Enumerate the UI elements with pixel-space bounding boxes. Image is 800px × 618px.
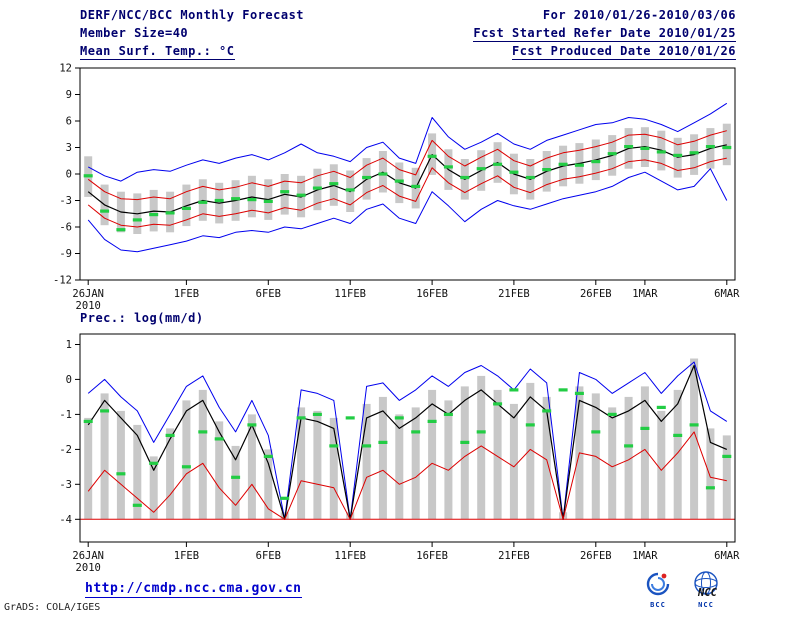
member-size: Member Size=40 — [80, 26, 189, 40]
grads-credit: GrADS: COLA/IGES — [4, 602, 101, 613]
svg-text:-9: -9 — [59, 248, 72, 260]
svg-text:16FEB: 16FEB — [416, 550, 448, 562]
svg-text:26JAN: 26JAN — [72, 550, 104, 562]
svg-text:16FEB: 16FEB — [416, 288, 448, 300]
svg-text:0: 0 — [66, 169, 72, 181]
fcst-start-date: Fcst Started Refer Date 2010/01/25 — [473, 26, 736, 42]
svg-text:21FEB: 21FEB — [498, 288, 530, 300]
ncc-logo-icon: NCC — [694, 571, 718, 599]
ncc-logo-label: NCC — [698, 601, 714, 609]
header-row-2: Member Size=40 Fcst Started Refer Date 2… — [80, 26, 736, 42]
svg-text:21FEB: 21FEB — [498, 550, 530, 562]
svg-text:-3: -3 — [59, 195, 72, 207]
svg-text:2010: 2010 — [76, 300, 101, 312]
svg-text:-3: -3 — [59, 479, 72, 491]
temp-chart-title: Mean Surf. Temp.: °C — [80, 44, 235, 60]
bcc-logo-label: BCC — [650, 601, 666, 609]
svg-text:6FEB: 6FEB — [256, 288, 281, 300]
svg-text:NCC: NCC — [697, 587, 718, 599]
svg-text:1FEB: 1FEB — [174, 288, 199, 300]
svg-text:6FEB: 6FEB — [256, 550, 281, 562]
svg-text:1MAR: 1MAR — [632, 288, 658, 300]
fcst-produced-date: Fcst Produced Date 2010/01/26 — [511, 44, 736, 60]
svg-text:6: 6 — [66, 116, 72, 128]
website-url[interactable]: http://cmdp.ncc.cma.gov.cn — [85, 581, 302, 598]
forecast-range: For 2010/01/26-2010/03/06 — [542, 8, 736, 22]
svg-text:-6: -6 — [59, 222, 72, 234]
svg-text:-4: -4 — [59, 514, 72, 526]
bcc-logo-icon — [646, 572, 670, 596]
svg-text:-2: -2 — [59, 444, 72, 456]
svg-text:9: 9 — [66, 89, 72, 101]
precip-chart-title: Prec.: log(mm/d) — [80, 311, 204, 325]
svg-text:-1: -1 — [59, 409, 72, 421]
svg-text:2010: 2010 — [76, 562, 101, 574]
header-row-1: DERF/NCC/BCC Monthly Forecast For 2010/0… — [80, 8, 736, 22]
svg-text:6MAR: 6MAR — [714, 550, 740, 562]
svg-text:3: 3 — [66, 142, 72, 154]
svg-text:26JAN: 26JAN — [72, 288, 104, 300]
svg-text:11FEB: 11FEB — [334, 288, 366, 300]
svg-text:6MAR: 6MAR — [714, 288, 740, 300]
svg-text:1FEB: 1FEB — [174, 550, 199, 562]
svg-text:-12: -12 — [53, 275, 72, 287]
page-title: DERF/NCC/BCC Monthly Forecast — [80, 8, 305, 22]
svg-text:26FEB: 26FEB — [580, 550, 612, 562]
svg-text:1MAR: 1MAR — [632, 550, 658, 562]
svg-text:1: 1 — [66, 339, 72, 351]
svg-text:11FEB: 11FEB — [334, 550, 366, 562]
svg-text:0: 0 — [66, 374, 72, 386]
svg-text:12: 12 — [59, 63, 72, 75]
header-row-3: Mean Surf. Temp.: °C Fcst Produced Date … — [80, 44, 736, 60]
svg-text:26FEB: 26FEB — [580, 288, 612, 300]
ncc-logo: NCC NCC — [684, 569, 728, 609]
bcc-logo: BCC — [638, 571, 678, 609]
